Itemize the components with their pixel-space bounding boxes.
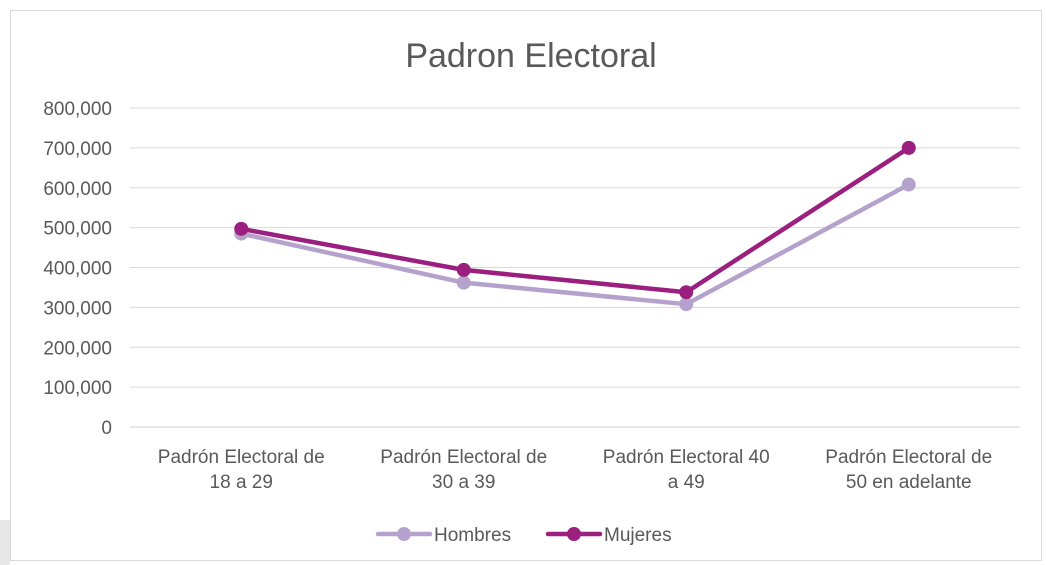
x-category-label: Padrón Electoral de 18 a 29 <box>158 447 325 493</box>
legend: Hombres Mujeres <box>375 525 672 546</box>
x-category-label-line: 30 a 39 <box>432 472 495 493</box>
corner-shade <box>0 520 10 565</box>
x-category-label-line: 50 en adelante <box>846 472 972 493</box>
data-point-mujeres <box>456 262 471 277</box>
data-point-hombres <box>901 177 916 192</box>
data-point-mujeres <box>901 140 916 155</box>
data-point-mujeres <box>679 285 694 300</box>
series-lines <box>234 140 916 312</box>
legend-label-hombres: Hombres <box>434 525 511 546</box>
chart-title: Padron Electoral <box>405 37 656 75</box>
y-tick-label: 600,000 <box>43 179 112 200</box>
legend-label-mujeres: Mujeres <box>604 525 672 546</box>
y-tick-label: 200,000 <box>43 338 112 359</box>
data-point-mujeres <box>234 221 249 236</box>
y-tick-label: 0 <box>101 418 112 439</box>
x-category-label: Padrón Electoral 40 a 49 <box>603 447 770 493</box>
chart-area <box>10 10 1042 561</box>
y-tick-label: 100,000 <box>43 378 112 399</box>
gridlines <box>130 107 1020 428</box>
x-category-label-line: Padrón Electoral de <box>825 447 992 468</box>
y-tick-label: 400,000 <box>43 259 112 280</box>
y-tick-label: 500,000 <box>43 219 112 240</box>
y-tick-label: 800,000 <box>43 99 112 120</box>
legend-marker-hombres <box>397 527 411 541</box>
x-category-label-line: Padrón Electoral de <box>380 447 547 468</box>
series-line-hombres <box>239 182 911 307</box>
y-axis-tick-labels: 0 100,000 200,000 300,000 400,000 500,000 600,… <box>43 99 112 439</box>
x-category-label: Padrón Electoral de 30 a 39 <box>380 447 547 493</box>
legend-marker-mujeres <box>567 527 581 541</box>
x-category-label-line: Padrón Electoral de <box>158 447 325 468</box>
x-category-label-line: Padrón Electoral 40 <box>603 447 770 468</box>
data-point-hombres <box>456 275 471 290</box>
y-tick-label: 300,000 <box>43 298 112 319</box>
x-category-label: Padrón Electoral de 50 en adelante <box>825 447 992 493</box>
series-line-mujeres <box>239 145 911 295</box>
x-category-label-line: 18 a 29 <box>210 472 273 493</box>
x-category-label-line: a 49 <box>668 472 705 493</box>
y-tick-label: 700,000 <box>43 139 112 160</box>
data-point-hombres <box>679 297 694 312</box>
